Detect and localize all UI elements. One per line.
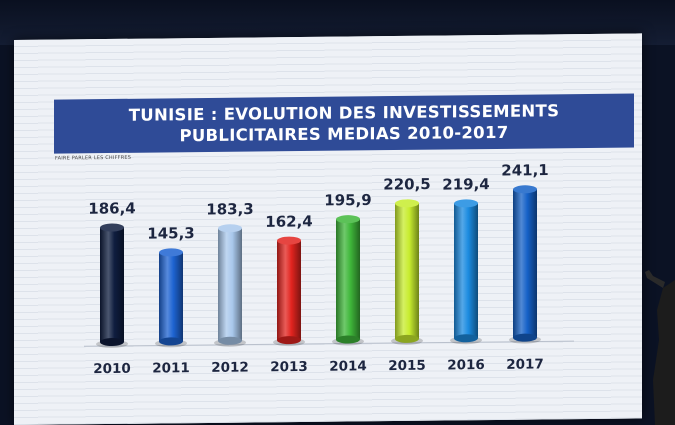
tick-label-2016: 2016 xyxy=(447,357,485,373)
x-axis-line xyxy=(84,340,574,347)
bar-top xyxy=(159,248,183,257)
bar-body xyxy=(100,227,124,343)
bar-top xyxy=(395,199,419,208)
bar-bottom xyxy=(454,334,478,343)
value-label-2010: 186,4 xyxy=(88,199,135,217)
bar-bottom xyxy=(336,335,360,344)
bar-top xyxy=(513,185,537,194)
bar-2017 xyxy=(509,185,541,344)
bar-body xyxy=(277,240,301,341)
bar-2014 xyxy=(332,215,364,346)
projection-screen: TUNISIE : EVOLUTION DES INVESTISSEMENTS … xyxy=(14,33,642,425)
bar-bottom xyxy=(100,337,124,346)
value-label-2013: 162,4 xyxy=(265,212,312,230)
bar-body xyxy=(336,219,360,340)
value-label-2014: 195,9 xyxy=(324,191,371,209)
tick-label-2017: 2017 xyxy=(506,356,544,372)
bar-body xyxy=(395,203,419,340)
bar-2011 xyxy=(155,248,187,348)
bar-2015 xyxy=(391,199,423,345)
bar-body xyxy=(218,228,242,341)
bar-body xyxy=(454,203,478,339)
bar-2012 xyxy=(214,224,246,347)
tick-label-2015: 2015 xyxy=(388,358,426,374)
bar-2013 xyxy=(273,236,305,347)
bar-top xyxy=(100,223,124,232)
tick-label-2014: 2014 xyxy=(329,358,367,374)
bar-top xyxy=(454,199,478,208)
bar-bottom xyxy=(159,337,183,346)
value-label-2012: 183,3 xyxy=(206,200,253,218)
bar-bottom xyxy=(513,333,537,342)
tick-label-2011: 2011 xyxy=(152,360,190,376)
bar-bottom xyxy=(277,336,301,345)
bar-top xyxy=(336,215,360,224)
bar-body xyxy=(159,252,183,342)
presenter-silhouette xyxy=(645,270,675,425)
bar-2016 xyxy=(450,199,482,345)
bar-top xyxy=(277,236,301,245)
bar-2010 xyxy=(96,223,128,348)
value-label-2017: 241,1 xyxy=(501,161,548,179)
value-label-2011: 145,3 xyxy=(147,224,194,242)
tick-label-2010: 2010 xyxy=(93,361,131,377)
bar-top xyxy=(218,224,242,233)
value-label-2015: 220,5 xyxy=(383,175,430,193)
tick-label-2013: 2013 xyxy=(270,359,308,375)
bar-bottom xyxy=(395,334,419,343)
bar-body xyxy=(513,189,537,338)
bar-chart: 186,4 2010 145,3 2011 183,3 2012 162,4 2013 195,… xyxy=(84,161,574,377)
bar-bottom xyxy=(218,336,242,345)
tick-label-2012: 2012 xyxy=(211,360,249,376)
value-label-2016: 219,4 xyxy=(442,175,489,193)
